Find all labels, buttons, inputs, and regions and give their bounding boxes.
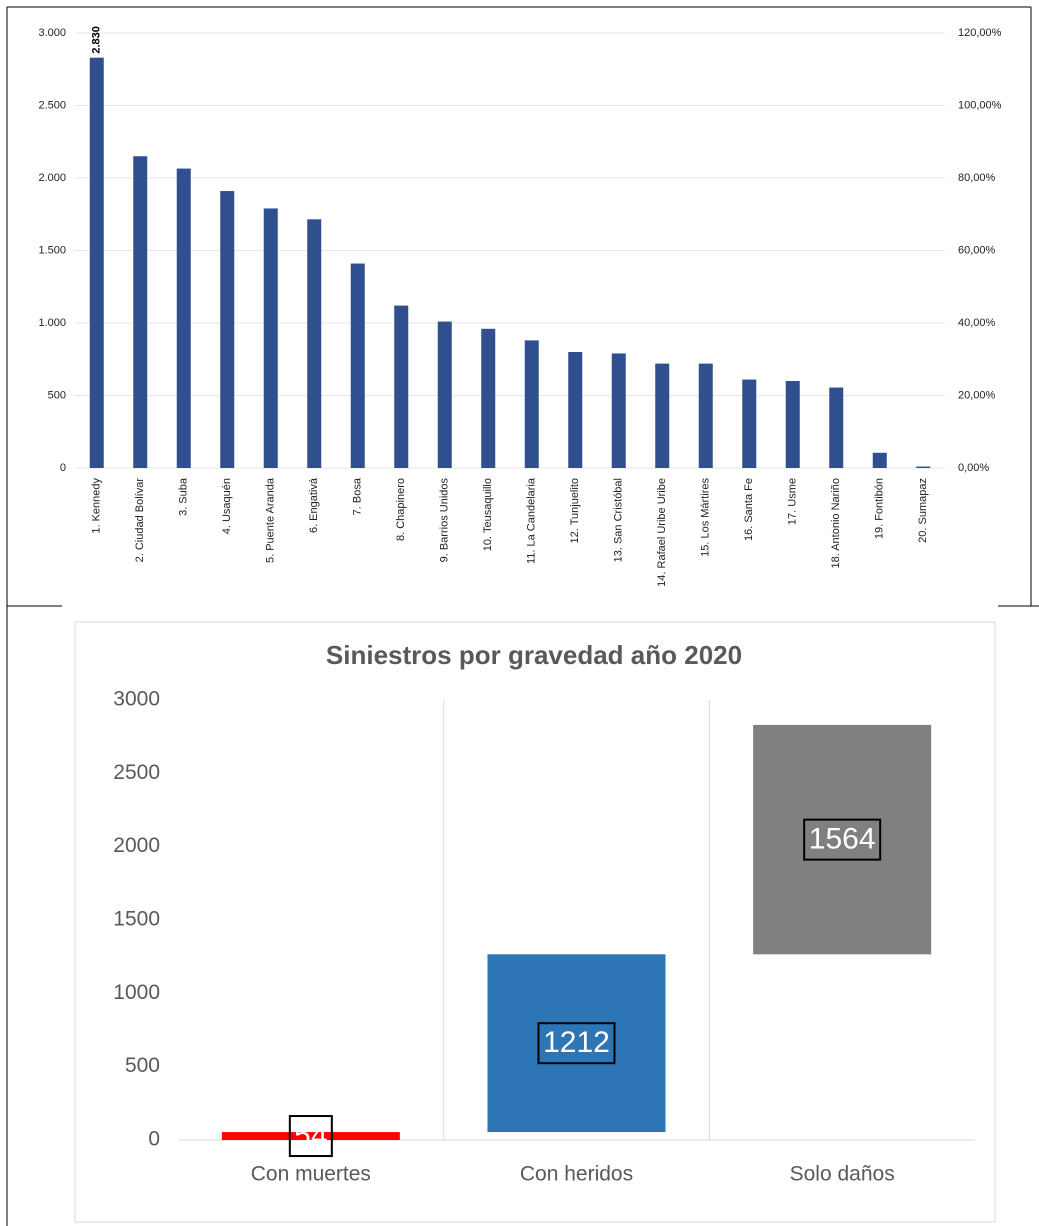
x-tick-label: 10. Teusaquillo bbox=[482, 478, 494, 551]
bar bbox=[350, 263, 365, 468]
x-tick-label: 2. Ciudad Bolívar bbox=[134, 478, 146, 563]
bar bbox=[263, 208, 278, 468]
x-tick-label: 12. Tunjuelito bbox=[569, 478, 581, 543]
y-tick-label: 2500 bbox=[113, 761, 160, 784]
x-tick-label: 19. Fontibón bbox=[874, 478, 886, 539]
y-tick-label: 2.500 bbox=[38, 99, 66, 111]
x-tick-label: Con muertes bbox=[251, 1163, 371, 1186]
y-tick-label: 1.500 bbox=[38, 244, 66, 256]
y-tick-label: 2.000 bbox=[38, 172, 66, 184]
bar bbox=[394, 305, 409, 468]
x-tick-label: 9. Barrios Unidos bbox=[439, 478, 451, 563]
bar bbox=[753, 724, 932, 955]
label-box bbox=[288, 1115, 333, 1158]
x-tick-label: 4. Usaquén bbox=[221, 478, 233, 534]
x-tick-label: 8. Chapinero bbox=[395, 478, 407, 541]
x-tick-label: 7. Bosa bbox=[352, 477, 364, 515]
x-tick-label: 15. Los Mártires bbox=[700, 478, 712, 557]
bar bbox=[437, 321, 452, 468]
x-tick-label: 11. La Candelaria bbox=[526, 477, 538, 564]
y2-tick-label: 120,00% bbox=[958, 27, 1002, 39]
bar bbox=[481, 328, 496, 468]
y2-tick-label: 100,00% bbox=[958, 99, 1002, 111]
x-tick-label: 18. Antonio Nariño bbox=[830, 478, 842, 569]
data-label: 2.830 bbox=[91, 26, 103, 54]
y-tick-label: 1000 bbox=[113, 981, 160, 1004]
bar bbox=[89, 57, 104, 469]
bar bbox=[872, 452, 887, 468]
bar bbox=[176, 168, 191, 468]
bar bbox=[524, 340, 539, 468]
y-tick-label: 1.000 bbox=[38, 317, 66, 329]
bar bbox=[487, 954, 666, 1133]
y-tick-label: 2000 bbox=[113, 834, 160, 857]
x-tick-label: 3. Suba bbox=[178, 477, 190, 516]
x-tick-label: Con heridos bbox=[520, 1163, 633, 1186]
bar bbox=[742, 379, 757, 468]
x-tick-label: 5. Puente Aranda bbox=[265, 477, 277, 563]
x-tick-label: 17. Usme bbox=[787, 478, 799, 525]
y-tick-label: 500 bbox=[125, 1054, 160, 1077]
bar bbox=[611, 353, 626, 468]
bar bbox=[568, 352, 583, 468]
y-tick-label: 0 bbox=[60, 462, 66, 474]
x-tick-label: 16. Santa Fe bbox=[743, 478, 755, 541]
label-box bbox=[537, 1022, 616, 1065]
y2-tick-label: 40,00% bbox=[958, 317, 996, 329]
bar bbox=[133, 156, 148, 468]
y2-tick-label: 20,00% bbox=[958, 389, 996, 401]
bar bbox=[829, 387, 844, 468]
y-tick-label: 1500 bbox=[113, 908, 160, 931]
bar bbox=[307, 219, 322, 468]
data-label: 54 bbox=[294, 1119, 327, 1152]
bar bbox=[221, 1132, 400, 1140]
chart-frame bbox=[74, 621, 996, 1223]
bar bbox=[655, 363, 670, 468]
data-label: 1212 bbox=[543, 1026, 610, 1059]
x-tick-label: 1. Kennedy bbox=[91, 478, 103, 534]
y2-tick-label: 0,00% bbox=[958, 462, 989, 474]
x-tick-label: 20. Sumapaz bbox=[917, 478, 929, 543]
y-tick-label: 0 bbox=[148, 1128, 160, 1151]
bar bbox=[916, 466, 931, 468]
x-tick-label: 13. San Cristóbal bbox=[613, 478, 625, 562]
bar bbox=[220, 191, 235, 469]
x-tick-label: Solo daños bbox=[790, 1163, 895, 1186]
data-label: 1564 bbox=[809, 823, 876, 856]
y-tick-label: 3000 bbox=[113, 688, 160, 711]
bar bbox=[785, 381, 800, 468]
x-tick-label: 6. Engativá bbox=[308, 477, 320, 533]
bar bbox=[698, 363, 713, 468]
label-box bbox=[803, 818, 882, 861]
x-tick-label: 14. Rafael Uribe Uribe bbox=[656, 478, 668, 587]
y-tick-label: 500 bbox=[48, 389, 66, 401]
y-tick-label: 3.000 bbox=[38, 27, 66, 39]
chart-title: Siniestros por gravedad año 2020 bbox=[326, 640, 742, 670]
y2-tick-label: 80,00% bbox=[958, 172, 996, 184]
y2-tick-label: 60,00% bbox=[958, 244, 996, 256]
